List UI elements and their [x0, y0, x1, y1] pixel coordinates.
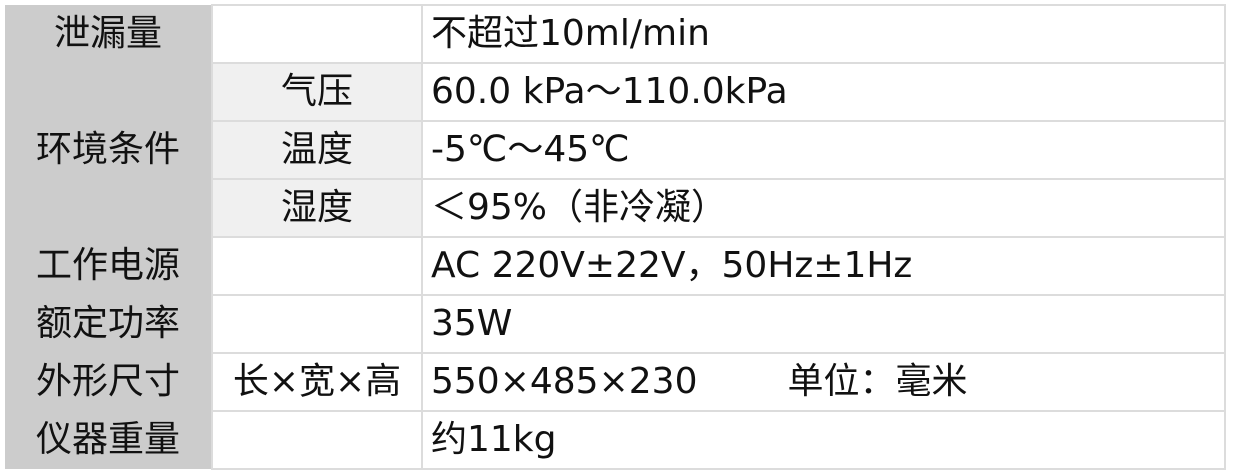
- table-row: 湿度 ＜95%（非冷凝）: [5, 178, 1226, 238]
- row-label: 仪器重量: [5, 411, 212, 469]
- row-label: 环境条件: [5, 63, 212, 237]
- row-sublabel: [211, 410, 423, 470]
- row-sublabel: 长×宽×高: [211, 352, 423, 412]
- row-value: -5℃～45℃: [421, 120, 1226, 180]
- table-row: 仪器重量 约11kg: [5, 410, 1226, 470]
- row-value: ＜95%（非冷凝）: [421, 178, 1226, 238]
- table-row: 外形尺寸 长×宽×高 550×485×230 单位：毫米: [5, 352, 1226, 412]
- row-value: 约11kg: [421, 410, 1226, 470]
- table-row: 额定功率 35W: [5, 294, 1226, 354]
- table-row: 温度 -5℃～45℃: [5, 120, 1226, 180]
- row-value: 35W: [421, 294, 1226, 354]
- row-sublabel: [211, 4, 423, 64]
- row-sublabel: [211, 294, 423, 354]
- row-value: 不超过10ml/min: [421, 4, 1226, 64]
- row-label: 泄漏量: [5, 5, 212, 63]
- table-row: 环境条件 气压 60.0 kPa～110.0kPa: [5, 62, 1226, 237]
- row-value: AC 220V±22V，50Hz±1Hz: [421, 236, 1226, 296]
- dimensions-value: 550×485×230: [431, 361, 698, 402]
- row-sublabel: 温度: [211, 120, 423, 180]
- row-label: 额定功率: [5, 295, 212, 353]
- row-sublabel: [211, 236, 423, 296]
- row-label: 外形尺寸: [5, 353, 212, 411]
- row-label: 工作电源: [5, 237, 212, 295]
- table-row: 泄漏量 不超过10ml/min: [5, 4, 1226, 64]
- row-sublabel: 湿度: [211, 178, 423, 238]
- row-value: 550×485×230 单位：毫米: [421, 352, 1226, 412]
- spec-table: 泄漏量 不超过10ml/min 环境条件 气压 60.0 kPa～110.0kP…: [5, 4, 1226, 470]
- unit-note: 单位：毫米: [787, 361, 968, 402]
- table-row: 工作电源 AC 220V±22V，50Hz±1Hz: [5, 236, 1226, 296]
- row-value: 60.0 kPa～110.0kPa: [421, 62, 1226, 122]
- row-sublabel: 气压: [211, 62, 423, 122]
